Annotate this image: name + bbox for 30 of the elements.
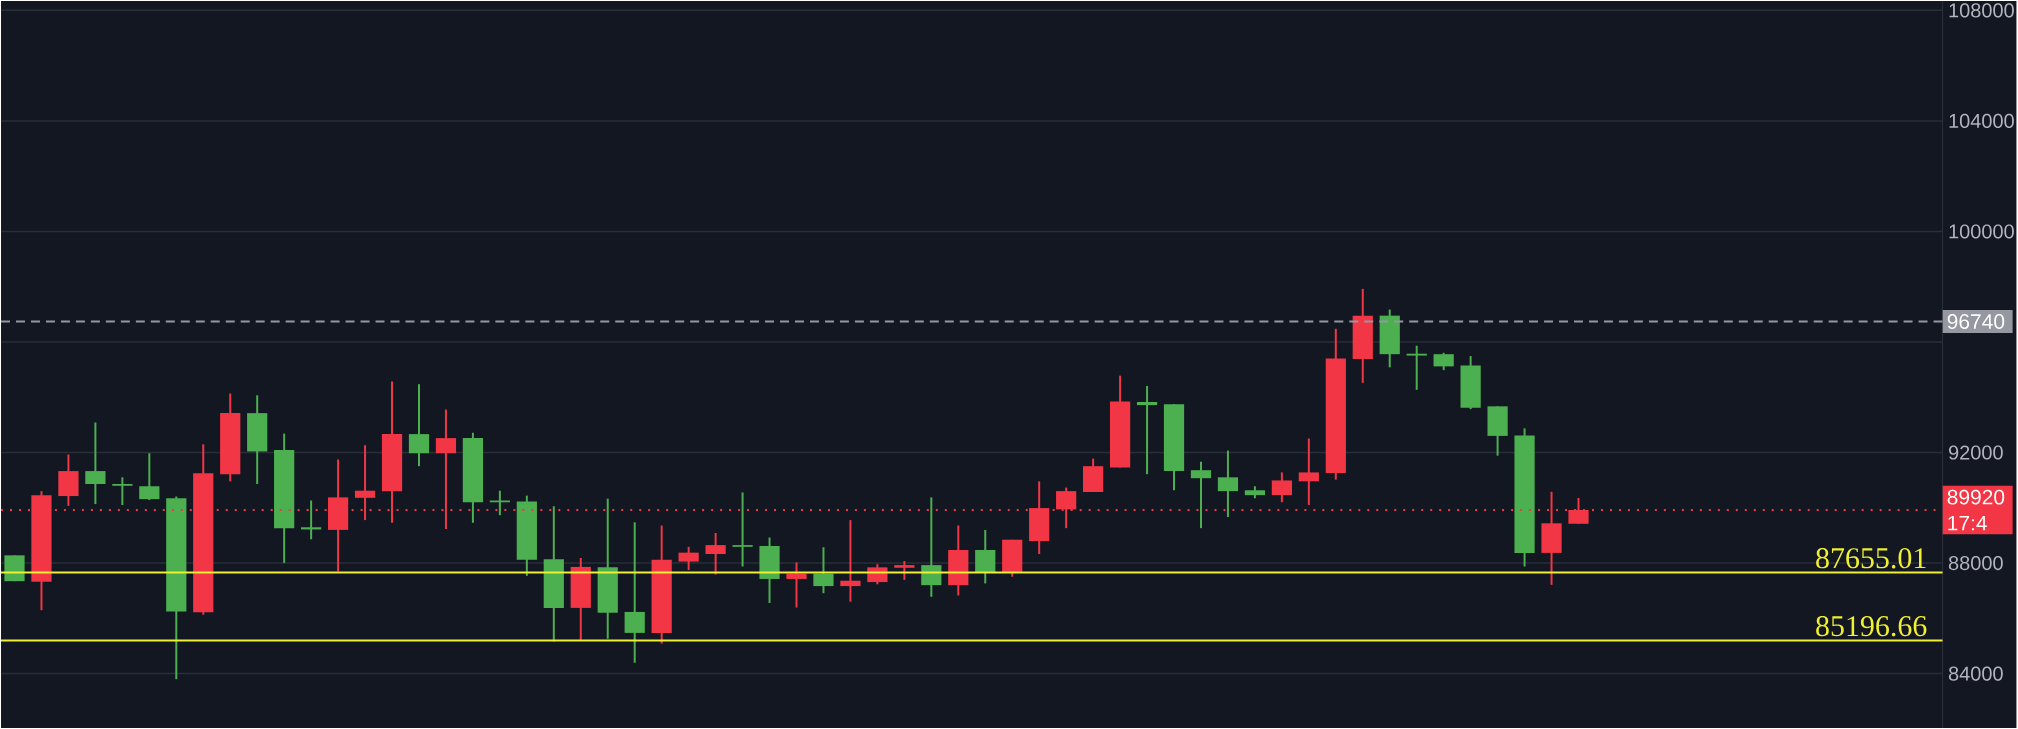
text: 17:4	[1948, 515, 1987, 531]
candlestick	[408, 383, 430, 468]
candlestick	[624, 521, 645, 664]
candlestick	[112, 476, 133, 507]
candlestick	[678, 545, 699, 572]
candlestick	[1271, 471, 1292, 504]
ref-line-label: 87655.01	[1816, 548, 1926, 569]
candlestick	[894, 560, 915, 581]
candlestick	[1217, 449, 1239, 519]
y-tick-label: 92000	[1948, 445, 2003, 460]
candlestick	[1406, 344, 1427, 391]
candlestick	[1136, 385, 1158, 476]
candlestick	[1298, 437, 1319, 507]
candlestick	[975, 529, 996, 585]
y-tick-label: 100000	[1949, 224, 2014, 239]
y-tick-label: 84000	[1948, 666, 2003, 681]
candlestick	[732, 491, 753, 568]
candlestick	[840, 519, 861, 603]
y-tick-label: 88000	[1948, 556, 2003, 571]
candlestick	[85, 421, 106, 506]
candlestick	[1190, 460, 1212, 530]
ref-line-label: 96740	[1947, 314, 2005, 330]
candlestick	[139, 452, 160, 502]
ref-line-label: 85196.66	[1816, 616, 1927, 637]
candlestick	[786, 561, 807, 609]
y-tick-label: 108000	[1949, 3, 2014, 18]
ref-line-label: 89920	[1947, 489, 2005, 505]
candlestick	[813, 546, 834, 595]
candlestick	[435, 408, 457, 531]
y-tick-label: 104000	[1949, 113, 2014, 129]
